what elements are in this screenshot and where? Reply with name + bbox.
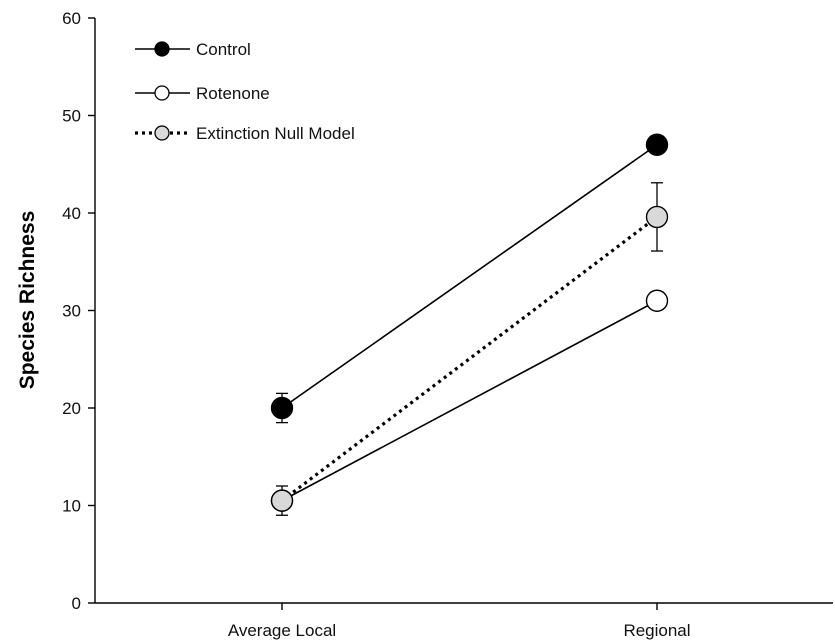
y-axis-title: Species Richness (16, 211, 39, 390)
legend: Control Rotenone Extinction Null Model (135, 40, 355, 143)
y-tick-label: 10 (62, 497, 81, 516)
legend-marker-extinction-null-model (154, 125, 170, 141)
data-point-control (645, 133, 669, 156)
data-point-rotenone (645, 289, 669, 312)
x-tick-label: Regional (623, 621, 690, 640)
series-line-rotenone (281, 300, 658, 502)
legend-label-extinction-null-model: Extinction Null Model (196, 124, 355, 143)
legend-marker-control (154, 41, 170, 57)
y-tick-label: 40 (62, 204, 81, 223)
data-point-control (270, 396, 294, 420)
y-tick-label: 20 (62, 399, 81, 418)
y-tick-label: 30 (62, 302, 81, 321)
y-tick-label: 0 (72, 594, 81, 613)
data-point-extinction-null-model (270, 489, 294, 512)
legend-label-control: Control (196, 40, 251, 59)
series-line-extinction-null-model (281, 215, 658, 502)
x-axis-ticks: Average Local Regional (228, 603, 691, 640)
series-line-control (281, 144, 658, 409)
plot-area (270, 133, 669, 516)
x-tick-label: Average Local (228, 621, 336, 640)
data-point-extinction-null-model (645, 205, 669, 229)
y-axis-ticks: 0 10 20 30 40 50 60 (62, 9, 95, 613)
y-tick-label: 60 (62, 9, 81, 28)
y-tick-label: 50 (62, 107, 81, 126)
axes: 0 10 20 30 40 50 60 Average Local Regional Spec… (16, 9, 833, 640)
legend-label-rotenone: Rotenone (196, 84, 270, 103)
legend-marker-rotenone (154, 85, 170, 101)
